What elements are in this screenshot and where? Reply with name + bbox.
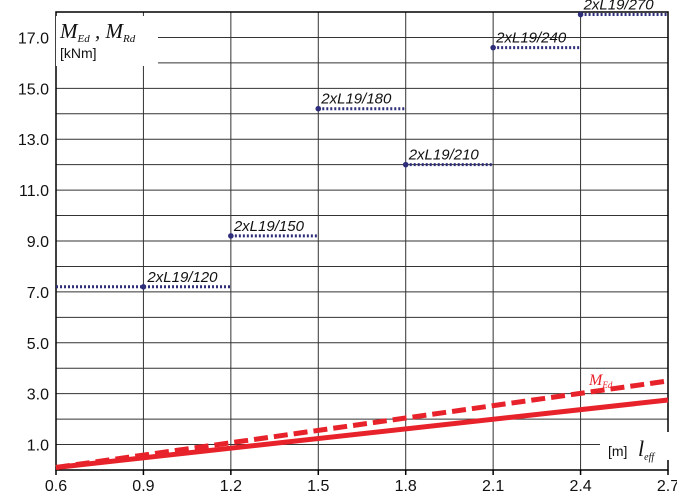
y-tick-label: 9.0 <box>27 234 49 251</box>
x-tick-label: 2.1 <box>482 478 504 493</box>
capacity-label: 2xL19/270 <box>583 0 655 14</box>
demand-series-solid <box>55 397 669 470</box>
x-tick-label: 1.8 <box>395 478 417 493</box>
y-tick-label: 7.0 <box>27 285 49 302</box>
y-tick-label: 5.0 <box>27 336 49 353</box>
ylabel-unit: [kNm] <box>60 45 97 61</box>
xlabel-unit: [m] <box>608 443 627 459</box>
x-tick-label: 1.2 <box>220 478 242 493</box>
grid <box>55 11 669 470</box>
demand-series <box>55 378 669 470</box>
y-tick-label: 13.0 <box>18 132 49 149</box>
y-tick-label: 11.0 <box>19 183 49 200</box>
y-tick-label: 15.0 <box>18 81 49 98</box>
x-tick-label: 0.9 <box>132 478 154 493</box>
x-tick-label: 2.7 <box>657 478 677 493</box>
capacity-point <box>402 161 409 168</box>
capacity-point <box>315 105 322 112</box>
x-tick-label: 2.4 <box>569 478 591 493</box>
capacity-point <box>577 11 584 18</box>
ylabel-box <box>56 16 158 66</box>
capacity-label: 2xL19/240 <box>495 30 567 47</box>
tick-labels: 0.6 0.9 1.2 1.5 1.8 2.1 2.4 2.7 1.0 3.0 5.0 7.0 9.0 1… <box>18 30 677 493</box>
capacity-label: 2xL19/150 <box>233 218 305 235</box>
demand-label: MEd <box>588 372 613 390</box>
capacity-steps: 2xL19/120 2xL19/150 2xL19/180 2xL19/210 2xL1… <box>56 0 668 290</box>
y-tick-label: 1.0 <box>27 438 49 455</box>
capacity-point <box>140 284 147 290</box>
capacity-point <box>228 233 234 239</box>
xlabel-text: leff <box>638 436 655 463</box>
capacity-label: 2xL19/210 <box>408 147 480 164</box>
plot-frame <box>55 11 669 471</box>
ylabel-text: MEd , MRd <box>59 19 136 45</box>
capacity-label: 2xL19/120 <box>146 269 218 286</box>
axes <box>55 11 669 471</box>
x-tick-label: 0.6 <box>45 478 67 493</box>
capacity-point <box>490 44 496 51</box>
capacity-label: 2xL19/180 <box>320 91 392 108</box>
y-tick-label: 3.0 <box>27 387 49 404</box>
demand-series-dashed <box>55 378 669 470</box>
xlabel-box <box>600 432 670 460</box>
x-tick-label: 1.5 <box>307 478 329 493</box>
y-tick-label: 17.0 <box>18 30 49 47</box>
